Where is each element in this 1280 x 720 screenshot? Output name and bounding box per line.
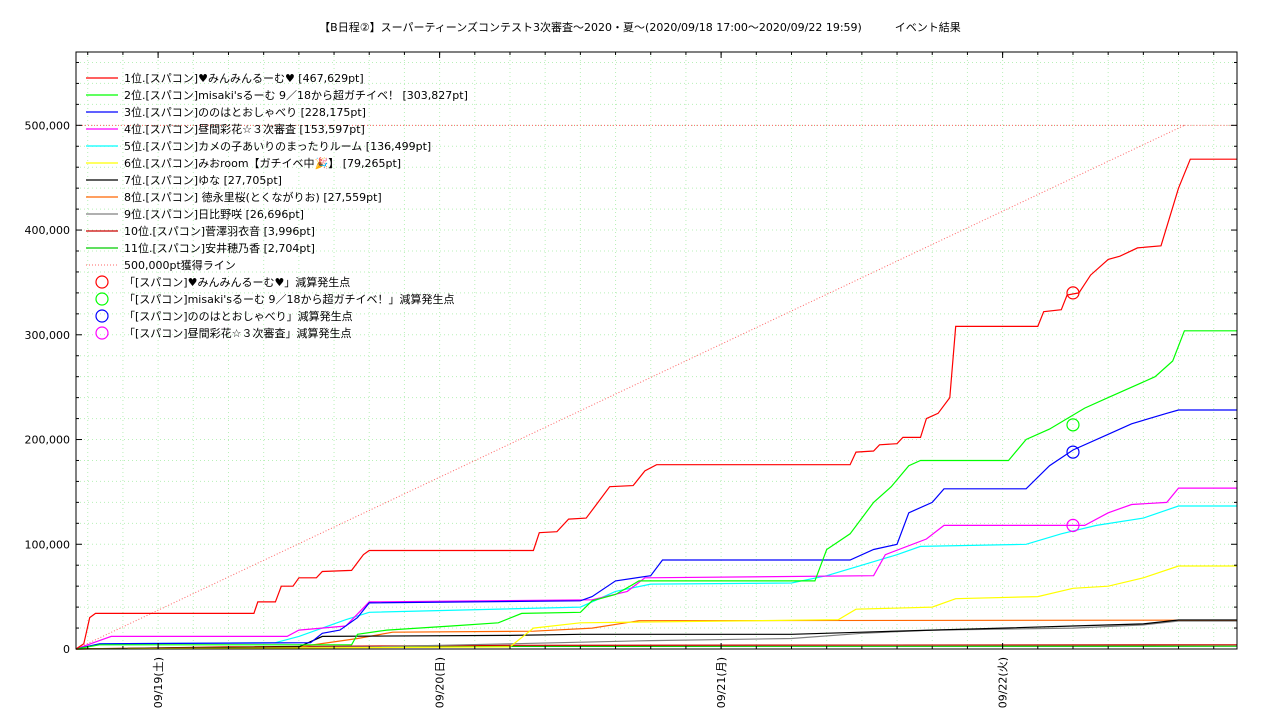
legend-label: 8位.[スパコン] 徳永里桜(とくながりお) [27,559pt]	[124, 190, 382, 204]
y-tick-label: 300,000	[25, 329, 71, 342]
grid	[76, 52, 1237, 649]
legend-label: 7位.[スパコン]ゆな [27,705pt]	[124, 173, 282, 187]
legend-label: 6位.[スパコン]みおroom【ガチイベ中🎉】 [79,265pt]	[124, 156, 401, 170]
legend-label: 「[スパコン]昼間彩花☆３次審査」減算発生点	[124, 326, 351, 340]
legend-label: 4位.[スパコン]昼間彩花☆３次審査 [153,597pt]	[124, 122, 365, 136]
legend-label: 「[スパコン]♥みんみんるーむ♥」減算発生点	[124, 275, 350, 289]
y-tick-label: 400,000	[25, 224, 71, 237]
legend-label: 500,000pt獲得ライン	[124, 259, 236, 272]
series-line	[75, 620, 1237, 650]
legend-marker	[95, 275, 109, 289]
legend-label: 3位.[スパコン]ののはとおしゃべり [228,175pt]	[124, 105, 366, 119]
x-tick-label: 09/20(日)	[434, 657, 447, 708]
legend-label: 1位.[スパコン]♥みんみんるーむ♥ [467,629pt]	[124, 71, 364, 85]
series-line	[75, 487, 1237, 650]
legend-label: 「[スパコン]misaki'sるーむ 9／18から超ガチイベ！」減算発生点	[124, 292, 455, 306]
x-tick-label: 09/19(土)	[152, 657, 165, 708]
subtraction-marker	[1066, 286, 1080, 300]
series-line	[75, 505, 1237, 650]
series-line	[75, 409, 1237, 650]
series-line	[75, 619, 1237, 650]
x-tick-label: 09/22(火)	[997, 657, 1010, 708]
legend-label: 2位.[スパコン]misaki'sるーむ 9／18から超ガチイベ！ [303,8…	[124, 88, 468, 102]
series-line	[75, 330, 1237, 650]
legend-label: 10位.[スパコン]菅澤羽衣音 [3,996pt]	[124, 224, 315, 238]
legend-marker	[95, 292, 109, 306]
legend-marker	[95, 326, 109, 340]
subtraction-marker	[1066, 445, 1080, 459]
legend-label: 「[スパコン]ののはとおしゃべり」減算発生点	[124, 309, 353, 323]
legend: 1位.[スパコン]♥みんみんるーむ♥ [467,629pt] 2位.[スパコン]m…	[86, 71, 468, 340]
target-line-diagonal	[75, 124, 1185, 650]
target-line	[75, 124, 1237, 650]
chart-title: 【B日程②】スーパーティーンズコンテスト3次審査〜2020・夏〜(2020/09…	[319, 21, 961, 34]
subtraction-marker	[1066, 418, 1080, 432]
y-tick-label: 0	[63, 643, 70, 656]
y-tick-label: 500,000	[25, 119, 71, 132]
x-tick-label: 09/21(月)	[715, 657, 728, 708]
legend-marker	[95, 309, 109, 323]
y-tick-label: 200,000	[25, 434, 71, 447]
legend-label: 5位.[スパコン]カメの子あいりのまったりルーム [136,499pt]	[124, 139, 431, 153]
legend-label: 9位.[スパコン]日比野咲 [26,696pt]	[124, 207, 304, 221]
markers	[1066, 286, 1080, 533]
subtraction-marker	[1066, 518, 1080, 533]
plot-frame	[75, 51, 1238, 650]
axes: 0 100,000 200,000 300,000 400,000 500,000 09/1…	[25, 51, 1238, 708]
series-line	[75, 565, 1237, 650]
y-tick-label: 100,000	[25, 538, 71, 551]
legend-label: 11位.[スパコン]安井穂乃香 [2,704pt]	[124, 241, 315, 255]
